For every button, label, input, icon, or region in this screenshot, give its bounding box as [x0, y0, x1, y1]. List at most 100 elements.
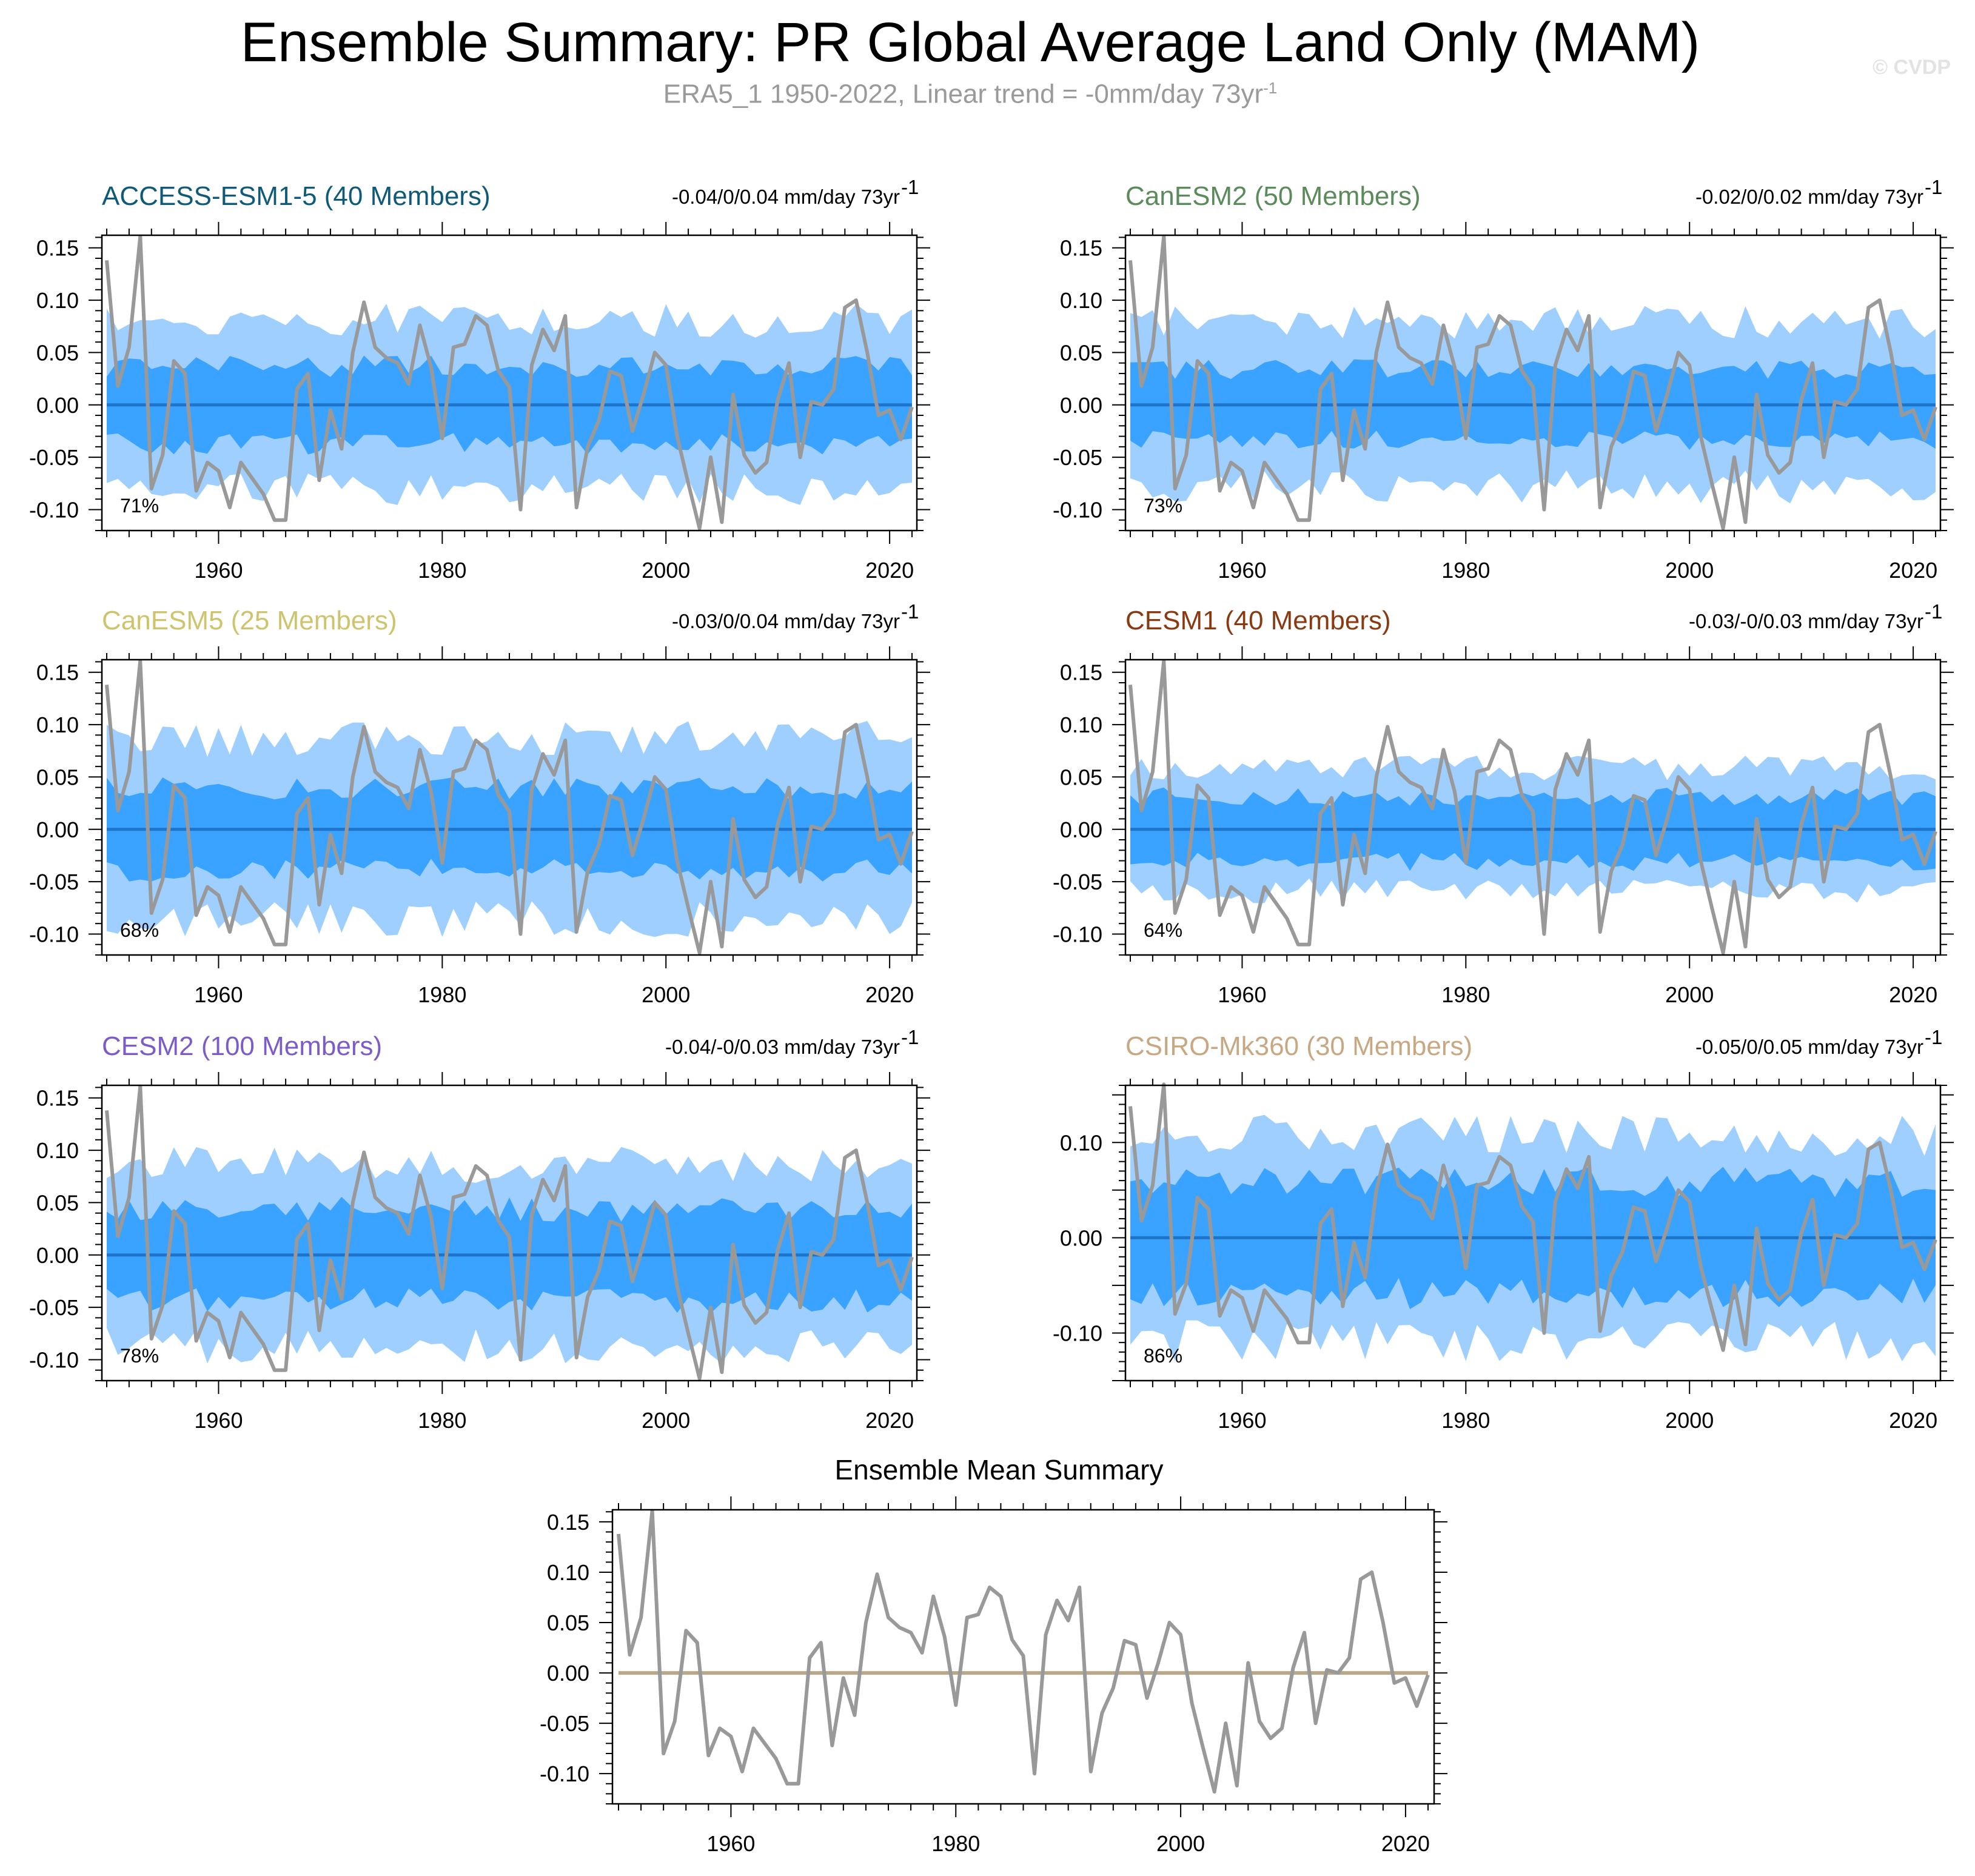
panel-percentage: 68% [120, 919, 159, 941]
panel-5: 1960 1980 2000 2020 0.15 0.10 0.05 0.00 -0.05 -0.… [29, 1026, 930, 1433]
y-tick-label: 0.15 [36, 1086, 79, 1111]
panel-title: ACCESS-ESM1-5 (40 Members) [102, 181, 491, 211]
y-tick-label: 0.10 [1060, 1130, 1102, 1155]
x-tick-label: 2000 [1156, 1831, 1205, 1856]
y-tick-label: 0.10 [36, 712, 79, 737]
y-tick-label: -0.05 [29, 1295, 79, 1320]
panel-title: CSIRO-Mk360 (30 Members) [1125, 1031, 1472, 1061]
y-tick-label: 0.05 [1060, 340, 1102, 365]
copyright-watermark: © CVDP [1873, 56, 1951, 79]
mean-summary-title: Ensemble Mean Summary [835, 1454, 1164, 1486]
panel-trend-superscript: -1 [1925, 600, 1942, 623]
x-tick-label: 1980 [418, 982, 466, 1007]
panel-trend-superscript: -1 [901, 1026, 919, 1048]
y-tick-label: 0.15 [547, 1510, 589, 1535]
x-tick-label: 1960 [194, 558, 243, 583]
y-tick-label: -0.05 [1053, 445, 1102, 470]
y-tick-label: 0.05 [36, 1190, 79, 1215]
observation-line [1128, 234, 1937, 531]
x-tick-label: 2000 [642, 982, 690, 1007]
x-tick-label: 2000 [642, 558, 690, 583]
x-tick-label: 2020 [865, 982, 914, 1007]
x-tick-label: 1960 [1218, 558, 1266, 583]
x-tick-label: 1980 [418, 1408, 466, 1433]
observation-line [105, 234, 914, 531]
panel-percentage: 71% [120, 495, 159, 517]
subtitle-text: ERA5_1 1950-2022, Linear trend = -0mm/da… [663, 79, 1264, 109]
x-tick-label: 2000 [1665, 1408, 1714, 1433]
x-tick-label: 1960 [194, 982, 243, 1007]
y-tick-label: 0.05 [547, 1610, 589, 1635]
x-tick-label: 1980 [1441, 982, 1490, 1007]
y-tick-label: 0.00 [36, 1243, 79, 1268]
y-tick-label: 0.10 [547, 1560, 589, 1585]
y-tick-label: -0.10 [1053, 1321, 1102, 1345]
x-tick-label: 2000 [642, 1408, 690, 1433]
y-tick-label: -0.05 [29, 445, 79, 470]
y-tick-label: 0.15 [1060, 236, 1102, 261]
panel-title: CESM1 (40 Members) [1125, 606, 1391, 635]
panel-trend: -0.03/0/0.04 mm/day 73yr [672, 610, 900, 632]
y-tick-label: -0.05 [29, 869, 79, 894]
x-tick-label: 1980 [931, 1831, 980, 1856]
panel-trend-superscript: -1 [901, 176, 919, 198]
panel-trend: -0.02/0/0.02 mm/day 73yr [1695, 186, 1923, 208]
y-tick-label: 0.00 [1060, 817, 1102, 842]
x-tick-label: 2020 [1889, 1408, 1937, 1433]
y-tick-label: -0.10 [29, 1347, 79, 1372]
y-tick-label: 0.15 [1060, 660, 1102, 685]
y-tick-label: -0.05 [1053, 869, 1102, 894]
observation-line [105, 658, 914, 955]
panel-trend-superscript: -1 [901, 600, 919, 623]
y-tick-label: -0.05 [540, 1711, 589, 1736]
panel-trend: -0.03/-0/0.03 mm/day 73yr [1689, 610, 1923, 632]
x-tick-label: 1980 [1441, 558, 1490, 583]
x-tick-label: 1960 [1218, 982, 1266, 1007]
panel-2: 1960 1980 2000 2020 0.15 0.10 0.05 0.00 -0.05 -0.… [1053, 176, 1954, 583]
y-tick-label: 0.00 [1060, 393, 1102, 418]
y-tick-label: -0.10 [29, 497, 79, 522]
observation-line [1128, 658, 1937, 955]
panel-title: CESM2 (100 Members) [102, 1031, 382, 1061]
x-tick-label: 2020 [1889, 982, 1937, 1007]
panel-percentage: 64% [1144, 919, 1182, 941]
x-tick-label: 1960 [194, 1408, 243, 1433]
panel-trend: -0.05/0/0.05 mm/day 73yr [1695, 1036, 1923, 1058]
x-tick-label: 2020 [865, 558, 914, 583]
panel-percentage: 73% [1144, 495, 1182, 517]
x-tick-label: 2020 [1381, 1831, 1430, 1856]
x-tick-label: 1980 [418, 558, 466, 583]
panel-percentage: 78% [120, 1345, 159, 1367]
y-tick-label: 0.15 [36, 660, 79, 685]
y-tick-label: 0.10 [36, 1138, 79, 1163]
panel-trend-superscript: -1 [1925, 176, 1942, 198]
figure-subtitle: ERA5_1 1950-2022, Linear trend = -0mm/da… [0, 79, 1940, 110]
figure-title: Ensemble Summary: PR Global Average Land… [240, 12, 1700, 73]
y-tick-label: 0.10 [1060, 288, 1102, 313]
y-tick-label: 0.05 [36, 765, 79, 789]
x-tick-label: 2000 [1665, 558, 1714, 583]
x-tick-label: 1960 [1218, 1408, 1266, 1433]
observation-line [1128, 1082, 1937, 1352]
y-tick-label: 0.05 [1060, 765, 1102, 789]
x-tick-label: 1960 [706, 1831, 755, 1856]
panel-title: CanESM5 (25 Members) [102, 606, 397, 635]
panel-4: 1960 1980 2000 2020 0.15 0.10 0.05 0.00 -0.05 -0.… [1053, 600, 1954, 1007]
y-tick-label: 0.00 [1060, 1225, 1102, 1250]
panel-3: 1960 1980 2000 2020 0.15 0.10 0.05 0.00 -0.05 -0.… [29, 600, 930, 1007]
x-tick-label: 2000 [1665, 982, 1714, 1007]
observation-line [617, 1509, 1430, 1794]
y-tick-label: 0.00 [547, 1661, 589, 1686]
panel-1: 1960 1980 2000 2020 0.15 0.10 0.05 0.00 -0.05 -0.… [29, 176, 930, 583]
observation-line [105, 1084, 914, 1381]
y-tick-label: 0.10 [1060, 712, 1102, 737]
y-tick-label: 0.00 [36, 393, 79, 418]
y-tick-label: 0.05 [36, 340, 79, 365]
subtitle-superscript: -1 [1263, 79, 1278, 97]
y-tick-label: -0.10 [1053, 922, 1102, 946]
ensemble-mean-summary-panel: Ensemble Mean Summary 1960 1980 2000 2020 0.1… [540, 1454, 1447, 1856]
y-tick-label: 0.10 [36, 288, 79, 313]
panel-trend: -0.04/-0/0.03 mm/day 73yr [665, 1036, 900, 1058]
panel-percentage: 86% [1144, 1345, 1182, 1367]
